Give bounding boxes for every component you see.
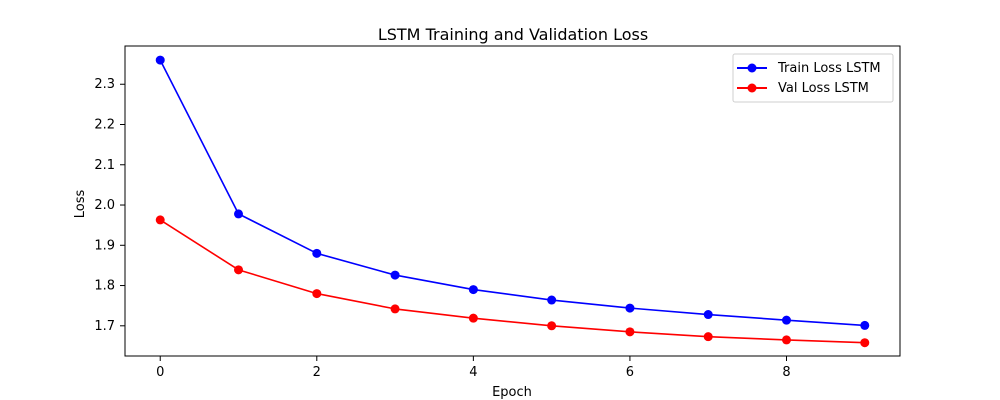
y-tick-label-6: 2.3 (94, 77, 115, 92)
val-loss-point-2 (312, 289, 322, 299)
legend-val-marker (747, 83, 757, 93)
x-tick-label-2: 4 (469, 365, 477, 380)
train-loss-point-8 (781, 315, 791, 325)
val-loss-point-7 (703, 332, 713, 342)
plot-frame (124, 45, 901, 357)
val-loss-point-1 (234, 265, 244, 275)
train-loss-point-6 (625, 303, 635, 313)
train-loss-point-4 (468, 285, 478, 295)
x-tick-label-0: 0 (156, 365, 164, 380)
y-tick-label-3: 2.0 (94, 198, 115, 213)
y-axis-label: Loss (73, 190, 88, 219)
train-loss-point-0 (155, 55, 165, 65)
y-tick-label-1: 1.8 (94, 279, 115, 294)
val-loss-point-9 (860, 338, 870, 348)
x-axis-label: Epoch (492, 385, 532, 400)
y-axis-ticks: 1.7 1.8 1.9 2.0 2.1 2.2 2.3 (94, 77, 125, 334)
train-loss-line (159, 59, 866, 327)
val-loss-line (159, 219, 866, 344)
legend-box (732, 53, 894, 103)
legend-val-label: Val Loss LSTM (778, 81, 869, 96)
chart-title: LSTM Training and Validation Loss (378, 25, 648, 44)
y-tick-label-0: 1.7 (94, 319, 115, 334)
train-loss-point-1 (234, 209, 244, 219)
train-loss-point-5 (547, 295, 557, 305)
val-loss-point-6 (625, 327, 635, 337)
legend-train-marker (747, 63, 757, 73)
train-loss-point-3 (390, 270, 400, 280)
train-loss-point-2 (312, 248, 322, 258)
x-tick-label-4: 8 (782, 365, 790, 380)
legend: Train Loss LSTM Val Loss LSTM (732, 53, 894, 103)
plot-area (124, 45, 901, 357)
train-loss-point-9 (860, 320, 870, 330)
val-loss-point-3 (390, 304, 400, 314)
y-tick-label-5: 2.2 (94, 118, 115, 133)
val-loss-point-8 (781, 335, 791, 345)
x-tick-label-3: 6 (626, 365, 634, 380)
val-loss-point-0 (155, 215, 165, 225)
val-loss-point-5 (547, 321, 557, 331)
val-loss-point-4 (468, 313, 478, 323)
x-axis-ticks: 0 2 4 6 8 (156, 356, 791, 380)
y-tick-label-4: 2.1 (94, 158, 115, 173)
y-tick-label-2: 1.9 (94, 238, 115, 253)
series-group (155, 55, 870, 348)
legend-train-label: Train Loss LSTM (777, 61, 881, 76)
x-tick-label-1: 2 (313, 365, 321, 380)
train-loss-point-7 (703, 310, 713, 320)
